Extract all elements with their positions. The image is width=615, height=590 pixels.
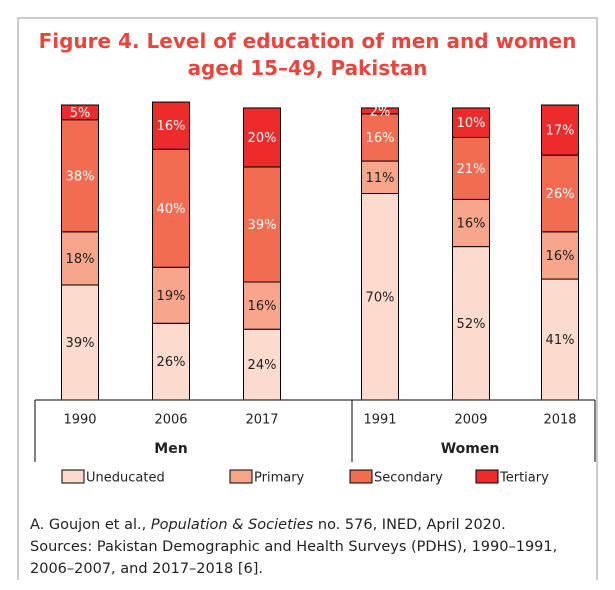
value-label: 18%: [66, 252, 95, 267]
x-tick-label: 2017: [245, 413, 278, 428]
bar-segment: [61, 284, 99, 401]
frame: [17, 17, 598, 580]
bar-segment: [361, 193, 399, 401]
value-label: 24%: [248, 358, 277, 373]
value-label: 21%: [457, 162, 486, 177]
value-label: 16%: [366, 131, 395, 146]
value-label: 16%: [457, 217, 486, 232]
value-label: 26%: [546, 187, 575, 202]
bar-segment: [361, 107, 399, 115]
bar-segment: [452, 198, 490, 248]
citation: A. Goujon et al., Population & Societies…: [30, 514, 600, 536]
group-label: Men: [154, 441, 187, 457]
legend-swatch: [349, 469, 373, 484]
value-label: 10%: [457, 116, 486, 131]
legend-label: Secondary: [374, 471, 443, 486]
citation-text: A. Goujon et al.,: [30, 517, 151, 533]
value-label: 20%: [248, 131, 277, 146]
bar-segment: [243, 281, 281, 330]
value-label: 16%: [157, 119, 186, 134]
bar-segment: [152, 148, 190, 268]
value-label: 39%: [248, 218, 277, 233]
value-label: 16%: [248, 299, 277, 314]
value-label: 39%: [66, 336, 95, 351]
value-label: 19%: [157, 289, 186, 304]
bar-segment: [361, 113, 399, 162]
value-label: 2%: [370, 104, 391, 119]
value-label: 38%: [66, 169, 95, 184]
value-label: 52%: [457, 317, 486, 332]
x-tick-label: 1990: [63, 413, 96, 428]
bar-segment: [243, 166, 281, 283]
legend-swatch: [61, 469, 85, 484]
bar-segment: [541, 154, 579, 233]
x-tick-label: 2018: [543, 413, 576, 428]
x-tick-label: 2006: [154, 413, 187, 428]
bar-segment: [452, 107, 490, 138]
bar-segment: [152, 322, 190, 401]
bar-segment: [541, 278, 579, 401]
bar-segment: [61, 104, 99, 121]
legend-label: Primary: [254, 471, 305, 486]
bar-segment: [243, 107, 281, 168]
legend-label: Uneducated: [86, 471, 165, 486]
chart-title: Figure 4. Level of education of men and …: [38, 29, 577, 80]
value-label: 5%: [70, 106, 91, 121]
citation-journal: Population & Societies: [150, 517, 314, 533]
citation-text: no. 576, INED, April 2020.: [313, 517, 506, 533]
value-label: 70%: [366, 290, 395, 305]
x-tick-label: 1991: [363, 413, 396, 428]
value-label: 16%: [546, 249, 575, 264]
sources: Sources: Pakistan Demographic and Health…: [30, 539, 558, 577]
bar-segment: [541, 104, 579, 156]
value-label: 11%: [366, 171, 395, 186]
legend-swatch: [475, 469, 499, 484]
x-tick-label: 2009: [454, 413, 487, 428]
value-label: 26%: [157, 355, 186, 370]
bar-segment: [61, 231, 99, 286]
legend-swatch: [229, 469, 253, 484]
bar-segment: [452, 136, 490, 200]
value-label: 41%: [546, 333, 575, 348]
bar-segment: [152, 101, 190, 150]
bar-segment: [243, 328, 281, 401]
group-label: Women: [441, 441, 500, 457]
legend-label: Tertiary: [499, 471, 549, 486]
value-label: 40%: [157, 202, 186, 217]
value-label: 17%: [546, 124, 575, 139]
source-notes: A. Goujon et al., Population & Societies…: [30, 514, 600, 580]
bar-segment: [361, 160, 399, 195]
bar-segment: [452, 246, 490, 401]
bar-segment: [152, 266, 190, 324]
